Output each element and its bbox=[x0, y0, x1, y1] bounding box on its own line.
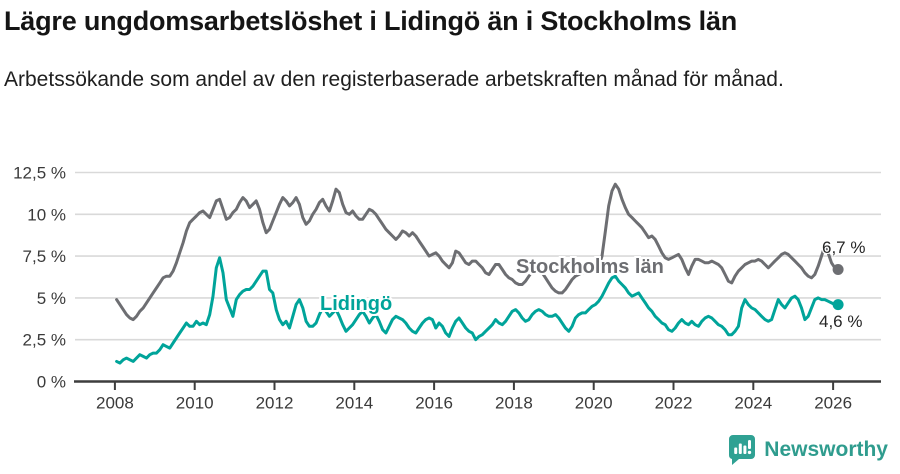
series-line-lidingo bbox=[115, 256, 840, 365]
newsworthy-logo: Newsworthy bbox=[728, 434, 888, 466]
chart-subtitle: Arbetssökande som andel av den registerb… bbox=[4, 68, 784, 91]
x-tick-label: 2010 bbox=[176, 394, 214, 413]
bar-medium bbox=[743, 445, 747, 454]
series-line-stockholms-lan bbox=[115, 182, 840, 322]
newsworthy-logo-icon bbox=[729, 435, 756, 465]
y-tick-label: 10 % bbox=[27, 205, 66, 224]
series-label-lidingo: Lidingö bbox=[320, 293, 393, 315]
exclamation-bar bbox=[748, 440, 752, 449]
x-tick-label: 2016 bbox=[415, 394, 453, 413]
x-tick-label: 2018 bbox=[495, 394, 533, 413]
end-dot-stockholms-lan bbox=[832, 263, 844, 275]
newsworthy-logo-text: Newsworthy bbox=[764, 438, 888, 461]
end-dot-lidingo bbox=[832, 299, 844, 311]
end-value-label-lidingo: 4,6 % bbox=[819, 312, 863, 331]
y-tick-label: 12,5 % bbox=[13, 164, 66, 183]
x-tick-label: 2024 bbox=[734, 394, 772, 413]
x-tick-label: 2008 bbox=[96, 394, 134, 413]
exclamation-dot bbox=[748, 450, 752, 455]
y-tick-label: 5 % bbox=[37, 289, 66, 308]
y-tick-label: 0 % bbox=[37, 373, 66, 392]
series-label-stockholms-lan: Stockholms län bbox=[516, 256, 664, 278]
bar-tall bbox=[739, 443, 743, 454]
x-tick-label: 2026 bbox=[814, 394, 852, 413]
y-tick-label: 2,5 % bbox=[23, 331, 66, 350]
y-tick-label: 7,5 % bbox=[23, 247, 66, 266]
chart-title: Lägre ungdomsarbetslöshet i Lidingö än i… bbox=[4, 6, 738, 36]
speech-bubble-shape bbox=[729, 435, 756, 465]
bar-small bbox=[734, 447, 738, 454]
x-tick-label: 2022 bbox=[655, 394, 693, 413]
x-tick-label: 2014 bbox=[335, 394, 373, 413]
end-value-label-stockholms-lan: 6,7 % bbox=[822, 238, 866, 257]
x-tick-label: 2012 bbox=[256, 394, 294, 413]
x-tick-label: 2020 bbox=[575, 394, 613, 413]
